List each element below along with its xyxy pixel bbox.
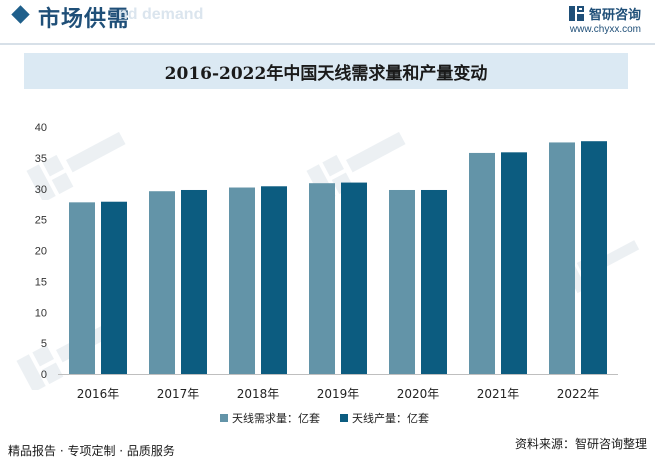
y-tick-label: 0 xyxy=(41,369,47,381)
y-tick-label: 35 xyxy=(35,153,47,165)
section-subtitle-ghost: nd demand xyxy=(118,6,204,23)
production-bar xyxy=(261,186,287,374)
chart-title-band: 2016-2022年中国天线需求量和产量变动 xyxy=(24,53,628,89)
footer-source: 资料来源：智研咨询整理 xyxy=(514,437,647,451)
footer: 精品报告 · 专项定制 · 品质服务 资料来源：智研咨询整理 xyxy=(0,437,655,463)
footer-tagline: 精品报告 · 专项定制 · 品质服务 xyxy=(8,444,175,458)
x-tick-label: 2022年 xyxy=(557,387,600,401)
brand-url: www.chyxx.com xyxy=(569,24,641,35)
x-tick-label: 2018年 xyxy=(237,387,280,401)
x-tick-label: 2016年 xyxy=(77,387,120,401)
x-tick-label: 2021年 xyxy=(477,387,520,401)
legend-production-label: 天线产量：亿套 xyxy=(352,411,429,425)
demand-bar xyxy=(389,189,415,374)
brand-logo: 智研咨询 www.chyxx.com xyxy=(568,4,641,35)
demand-bar xyxy=(309,183,335,374)
bar-chart-svg: 0 5 10 15 20 25 30 35 40 2016年 2017年 2018年 2019年 2020… xyxy=(35,122,618,425)
bar-chart: 0 5 10 15 20 25 30 35 40 2016年 2017年 2018年 2019年 2020… xyxy=(0,100,655,435)
y-tick-label: 15 xyxy=(35,276,47,288)
y-tick-label: 20 xyxy=(35,246,47,258)
x-tick-label: 2017年 xyxy=(157,387,200,401)
legend-demand-label: 天线需求量：亿套 xyxy=(232,411,320,425)
legend-demand-swatch xyxy=(220,414,228,422)
header-divider xyxy=(0,43,655,45)
demand-bar xyxy=(549,142,575,374)
demand-bar xyxy=(149,191,175,374)
production-bar xyxy=(181,189,207,374)
diamond-icon xyxy=(11,5,30,24)
production-bar xyxy=(341,182,367,374)
production-bar xyxy=(101,201,127,374)
demand-bar xyxy=(229,187,255,374)
y-tick-label: 30 xyxy=(35,184,47,196)
y-tick-label: 5 xyxy=(41,338,47,350)
header: 市场供需 nd demand 智研咨询 www.chyxx.com xyxy=(0,0,655,45)
y-tick-label: 40 xyxy=(35,122,47,134)
x-tick-label: 2020年 xyxy=(397,387,440,401)
legend-production-swatch xyxy=(340,414,348,422)
y-tick-label: 10 xyxy=(35,307,47,319)
production-bar xyxy=(501,152,527,374)
production-bar xyxy=(421,189,447,374)
brand-mark-icon xyxy=(568,6,584,21)
production-bar xyxy=(581,141,607,374)
demand-bar xyxy=(69,202,95,374)
y-tick-label: 25 xyxy=(35,215,47,227)
demand-bar xyxy=(469,152,495,374)
brand-name: 智研咨询 xyxy=(588,8,641,23)
section-title: 市场供需 xyxy=(38,7,131,32)
x-tick-label: 2019年 xyxy=(317,387,360,401)
chart-title: 2016-2022年中国天线需求量和产量变动 xyxy=(164,63,488,84)
